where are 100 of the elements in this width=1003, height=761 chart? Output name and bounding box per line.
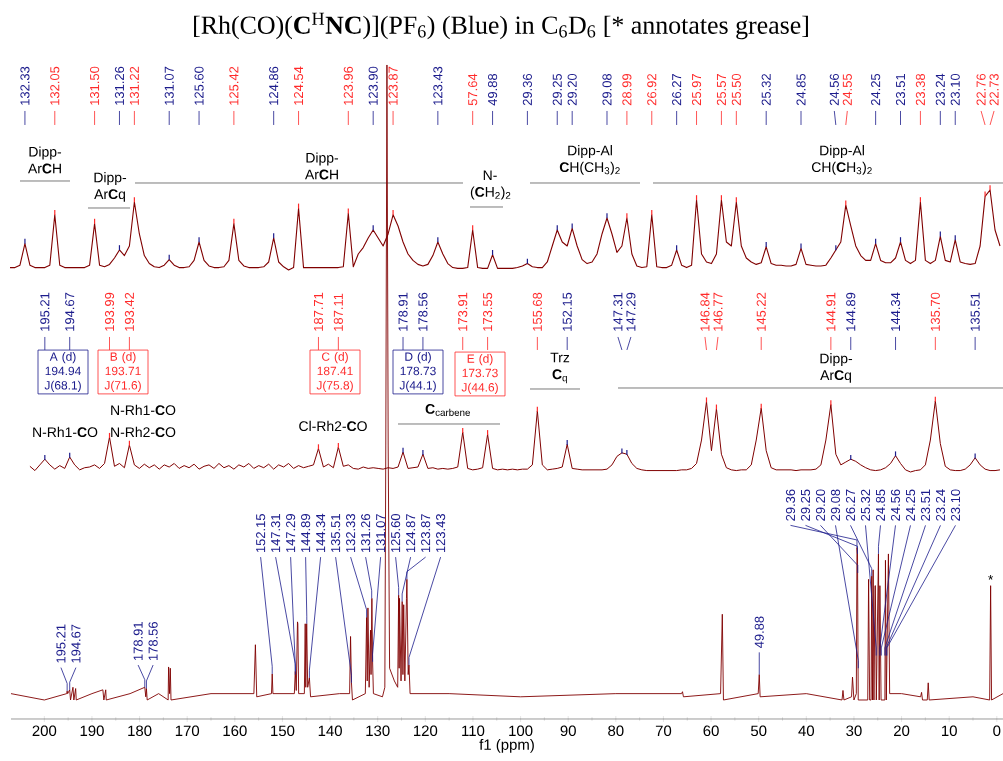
annotation: 193.99	[104, 292, 115, 331]
annotation: 178.91	[398, 292, 408, 331]
annotation: Dipp-Al CH(CH$_{3}$)$_{2}$	[811, 145, 872, 175]
annotation: 194.67	[71, 624, 81, 663]
annotation: 125.60	[194, 66, 204, 105]
annotation: 25.57	[716, 74, 726, 106]
annotation: 23.38	[915, 73, 925, 106]
annotation: 187.71	[313, 292, 324, 331]
annotation: 131.22	[129, 66, 139, 105]
annotation: 123.87	[388, 66, 398, 105]
annotation: 49.88	[754, 616, 764, 649]
annotation: 26.92	[647, 74, 657, 106]
annotation: 195.21	[56, 624, 66, 663]
x-tick-label: 150	[271, 725, 295, 737]
annotation: Dipp- ArCH	[27, 146, 62, 174]
annotation: N- (CH$_{2}$)$_{2}$	[470, 170, 511, 200]
x-tick-label: 30	[846, 725, 862, 737]
annotation: N-Rh1-CO	[111, 404, 176, 416]
annotation: 178.56	[148, 622, 158, 661]
annotation: 193.42	[124, 292, 134, 331]
annotation: 144.89	[301, 514, 311, 553]
annotation: 123.90	[368, 66, 378, 105]
annotation: 24.56	[829, 73, 839, 106]
annotation: 144.34	[316, 513, 326, 553]
annotation: 22.73	[989, 73, 999, 106]
annotation: 123.43	[436, 514, 446, 553]
annotation: 131.07	[376, 514, 386, 553]
annotation: E (d) 173.73 J(44.6)	[461, 354, 498, 394]
annotation: 146.84	[700, 292, 710, 331]
annotation: 49.88	[487, 73, 498, 106]
annotation: 123.96	[343, 66, 353, 105]
annotation: 25.97	[691, 74, 702, 106]
annotation: 132.33	[20, 66, 30, 105]
annotation: Cl-Rh2-CO	[299, 420, 367, 432]
annotation: 144.89	[846, 292, 856, 331]
annotation: Dipp- ArCq	[820, 353, 853, 383]
annotation: 194.67	[65, 292, 75, 331]
x-tick-label: 0	[993, 725, 1001, 737]
annotation: 146.77	[713, 292, 723, 331]
annotation: 24.85	[796, 73, 806, 106]
annotation: 24.56	[890, 489, 901, 521]
annotation: C (d) 187.41 J(75.8)	[316, 352, 353, 392]
x-tick-label: 70	[655, 725, 672, 737]
annotation: 145.22	[756, 292, 766, 331]
annotation: 23.51	[920, 489, 931, 521]
annotation: 29.08	[602, 73, 612, 106]
annotation: N-Rh2-CO	[111, 426, 176, 438]
annotation: 29.25	[552, 73, 562, 106]
annotation: *	[988, 574, 994, 580]
x-tick-label: 50	[750, 725, 767, 737]
annotation: 173.91	[458, 292, 468, 331]
annotation: 125.60	[391, 513, 401, 553]
annotation: 144.34	[890, 292, 901, 331]
annotation: 178.56	[418, 292, 428, 331]
x-tick-label: 10	[942, 725, 957, 737]
x-tick-label: 190	[80, 725, 104, 737]
x-tick-label: 140	[318, 725, 342, 737]
x-tick-label: 130	[366, 725, 390, 737]
annotation: 23.24	[935, 489, 946, 521]
x-tick-label: 90	[560, 725, 576, 737]
annotation: 57.64	[468, 73, 478, 106]
annotation: 22.76	[976, 73, 986, 106]
annotation: 23.10	[950, 73, 960, 106]
x-tick-label: 40	[798, 725, 815, 737]
annotation: 29.20	[815, 489, 826, 521]
annotation: C$_{carbene}$	[425, 403, 470, 416]
annotation: 131.07	[164, 66, 174, 105]
annotation: 29.36	[522, 73, 532, 106]
annotation: N-Rh1-CO	[33, 426, 98, 438]
annotation: 187.11	[333, 293, 343, 331]
annotation: 152.15	[562, 292, 572, 331]
annotation: 147.31	[271, 514, 281, 553]
annotation: 131.50	[89, 66, 100, 105]
annotation: 125.42	[229, 66, 239, 105]
annotation: 131.26	[114, 66, 125, 105]
annotation: 195.21	[40, 292, 50, 331]
annotation: 123.87	[421, 514, 431, 553]
annotation: 28.99	[622, 73, 632, 106]
annotation: Dipp- ArCH	[304, 152, 339, 180]
annotation: 135.51	[331, 514, 341, 553]
annotation: 29.08	[830, 489, 841, 521]
annotation: 23.51	[895, 74, 906, 106]
annotation: 29.20	[567, 73, 577, 106]
annotation: Dipp-Al CH(CH$_{3}$)$_{2}$	[559, 145, 620, 175]
x-tick-label: 110	[462, 725, 485, 737]
annotation: 24.25	[871, 73, 881, 106]
annotation: 147.29	[626, 292, 636, 331]
annotation: Dipp- ArCq	[94, 172, 127, 202]
x-tick-label: 180	[128, 725, 152, 737]
annotation: Trz C$_{q}$	[550, 352, 570, 384]
annotation: 26.27	[672, 74, 682, 106]
annotation: B (d) 193.71 J(71.6)	[104, 352, 141, 392]
annotation: A (d) 194.94 J(68.1)	[44, 352, 81, 392]
x-tick-label: 80	[608, 725, 624, 737]
annotation: 147.29	[286, 514, 296, 553]
annotation: 131.26	[361, 514, 371, 553]
annotation: 25.50	[731, 73, 741, 106]
annotation: 124.54	[293, 66, 304, 105]
annotation: 26.27	[845, 489, 856, 521]
annotation: 25.32	[761, 74, 771, 106]
